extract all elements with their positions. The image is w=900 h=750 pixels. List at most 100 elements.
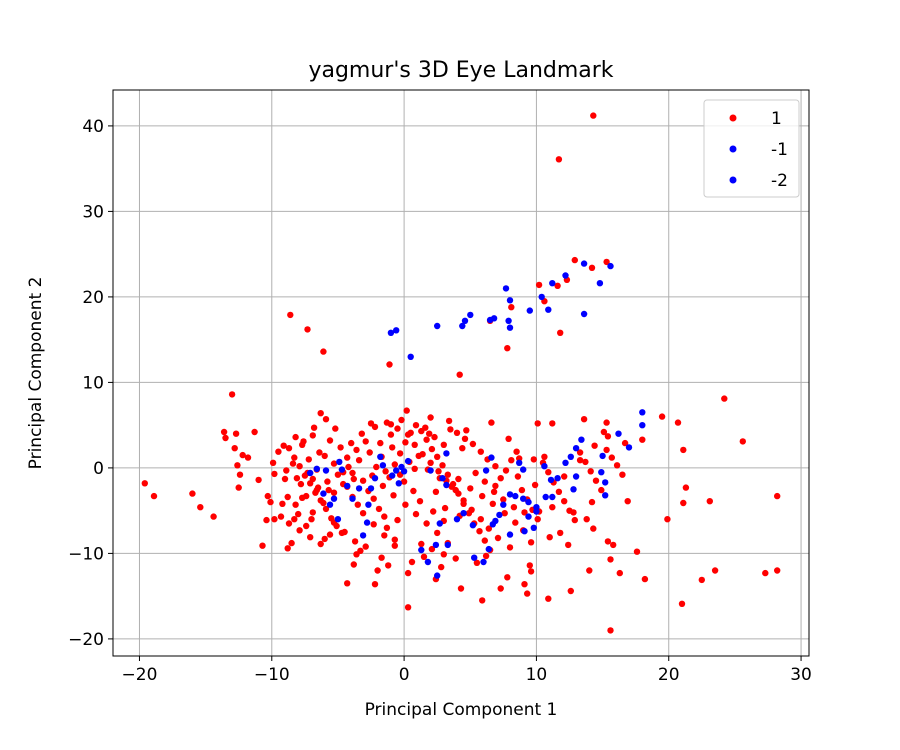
scatter-point-series-1 [576, 449, 584, 456]
scatter-point-series-1 [275, 448, 282, 455]
scatter-point-series-1 [460, 500, 467, 507]
legend-label-series-3: -2 [771, 171, 788, 191]
scatter-point-series-1 [448, 483, 455, 490]
scatter-point-series-1 [549, 504, 556, 511]
scatter-point-series-1 [610, 541, 617, 549]
scatter-points [141, 112, 781, 634]
scatter-point-series-1 [285, 445, 293, 452]
scatter-point-series-1 [479, 597, 486, 604]
scatter-point-series-1 [438, 563, 445, 571]
scatter-point-series-1 [524, 590, 531, 597]
scatter-point-series-1 [141, 480, 148, 487]
legend-box [703, 99, 800, 198]
scatter-point-series-1 [295, 510, 302, 518]
scatter-point-series-1 [320, 348, 327, 355]
scatter-point-series-2 [505, 317, 512, 324]
scatter-point-series-1 [267, 498, 274, 506]
scatter-point-series-2 [439, 475, 446, 482]
scatter-point-series-1 [333, 522, 340, 530]
scatter-point-series-2 [389, 472, 396, 479]
scatter-point-series-1 [497, 475, 504, 482]
scatter-point-series-1 [289, 460, 297, 467]
scatter-point-series-2 [469, 522, 477, 529]
y-tick-label: −10 [68, 544, 104, 564]
scatter-point-series-1 [447, 426, 454, 433]
scatter-point-series-1 [197, 504, 204, 511]
scatter-point-series-1 [545, 469, 552, 476]
scatter-point-series-1 [506, 544, 514, 551]
scatter-point-series-2 [365, 501, 372, 508]
scatter-point-series-2 [639, 422, 646, 429]
scatter-point-series-2 [453, 516, 461, 523]
scatter-point-series-1 [239, 451, 246, 459]
scatter-point-series-1 [391, 536, 398, 543]
scatter-point-series-1 [353, 551, 360, 558]
scatter-point-series-1 [591, 442, 598, 449]
legend-label-series-2: -1 [771, 140, 788, 160]
scatter-point-series-2 [460, 510, 467, 517]
scatter-point-series-1 [531, 481, 539, 489]
scatter-point-series-1 [348, 439, 355, 447]
scatter-point-series-2 [307, 469, 314, 477]
scatter-point-series-1 [565, 541, 572, 549]
scatter-point-series-2 [407, 353, 414, 360]
scatter-point-series-1 [526, 562, 533, 569]
scatter-point-series-1 [501, 510, 508, 517]
scatter-point-series-1 [391, 542, 398, 549]
scatter-point-series-1 [739, 438, 746, 445]
scatter-point-series-1 [463, 427, 470, 434]
scatter-point-series-1 [613, 462, 621, 469]
scatter-point-series-2 [379, 462, 387, 469]
scatter-point-series-1 [410, 487, 417, 495]
scatter-point-series-1 [292, 501, 299, 508]
scatter-point-series-1 [291, 454, 298, 461]
scatter-point-series-1 [566, 507, 573, 514]
scatter-point-series-2 [567, 453, 574, 460]
scatter-point-series-1 [350, 475, 357, 483]
scatter-point-series-1 [445, 417, 453, 425]
scatter-point-series-1 [411, 441, 418, 448]
scatter-point-series-2 [506, 324, 514, 331]
scatter-point-series-1 [150, 492, 158, 500]
scatter-point-series-1 [490, 488, 498, 495]
scatter-point-series-2 [443, 481, 450, 489]
scatter-point-series-1 [762, 569, 769, 577]
scatter-point-series-1 [293, 475, 301, 482]
scatter-point-series-1 [512, 519, 519, 526]
scatter-point-series-1 [317, 410, 324, 417]
scatter-point-series-1 [706, 498, 713, 505]
scatter-point-series-1 [571, 516, 578, 524]
scatter-point-series-1 [404, 569, 412, 577]
scatter-point-series-1 [344, 580, 351, 587]
scatter-point-series-2 [334, 516, 342, 523]
scatter-point-series-1 [344, 454, 351, 461]
scatter-point-series-2 [434, 572, 441, 579]
legend-label-series-1: 1 [771, 109, 782, 129]
scatter-point-series-2 [530, 524, 537, 531]
scatter-point-series-1 [604, 433, 612, 440]
scatter-point-series-1 [381, 532, 388, 539]
scatter-point-series-1 [296, 463, 303, 470]
scatter-point-series-1 [383, 524, 391, 531]
scatter-point-series-1 [404, 604, 412, 611]
scatter-point-series-1 [271, 516, 278, 523]
scatter-point-series-2 [599, 452, 606, 460]
scatter-point-series-1 [326, 531, 334, 538]
scatter-point-series-1 [473, 559, 481, 566]
scatter-point-series-2 [338, 466, 346, 473]
scatter-point-series-1 [571, 256, 578, 264]
scatter-point-series-1 [386, 361, 393, 368]
scatter-point-series-1 [391, 461, 398, 468]
x-tick-label: 20 [658, 665, 680, 685]
scatter-point-series-1 [678, 600, 686, 607]
scatter-point-series-1 [505, 435, 512, 442]
scatter-point-series-1 [332, 425, 339, 432]
scatter-point-series-1 [350, 561, 357, 568]
scatter-point-series-1 [322, 505, 330, 513]
scatter-point-series-1 [489, 500, 496, 507]
scatter-point-series-1 [502, 467, 510, 474]
scatter-point-series-1 [603, 446, 610, 454]
scatter-point-series-1 [355, 457, 363, 464]
scatter-point-series-1 [334, 471, 342, 478]
